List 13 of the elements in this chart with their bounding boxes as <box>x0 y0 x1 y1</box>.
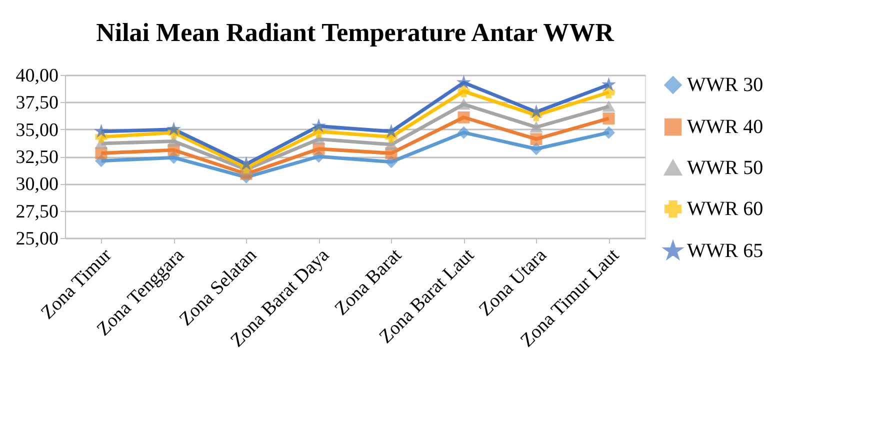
y-tick-label: 27,50 <box>16 201 58 222</box>
y-tick-label: 32,50 <box>16 147 58 168</box>
y-tick-label: 37,50 <box>16 92 58 114</box>
legend-label: WWR 40 <box>687 116 764 138</box>
y-tick-label: 35,00 <box>16 120 58 141</box>
legend-label: WWR 60 <box>687 198 764 220</box>
legend-label: WWR 50 <box>687 157 764 179</box>
y-tick-label: 25,00 <box>16 228 58 250</box>
chart-title: Nilai Mean Radiant Temperature Antar WWR <box>96 18 614 47</box>
legend-label: WWR 65 <box>687 240 764 262</box>
y-tick-label: 30,00 <box>16 174 58 196</box>
legend-label: WWR 30 <box>687 74 764 96</box>
y-tick-label: 40,00 <box>16 66 58 86</box>
